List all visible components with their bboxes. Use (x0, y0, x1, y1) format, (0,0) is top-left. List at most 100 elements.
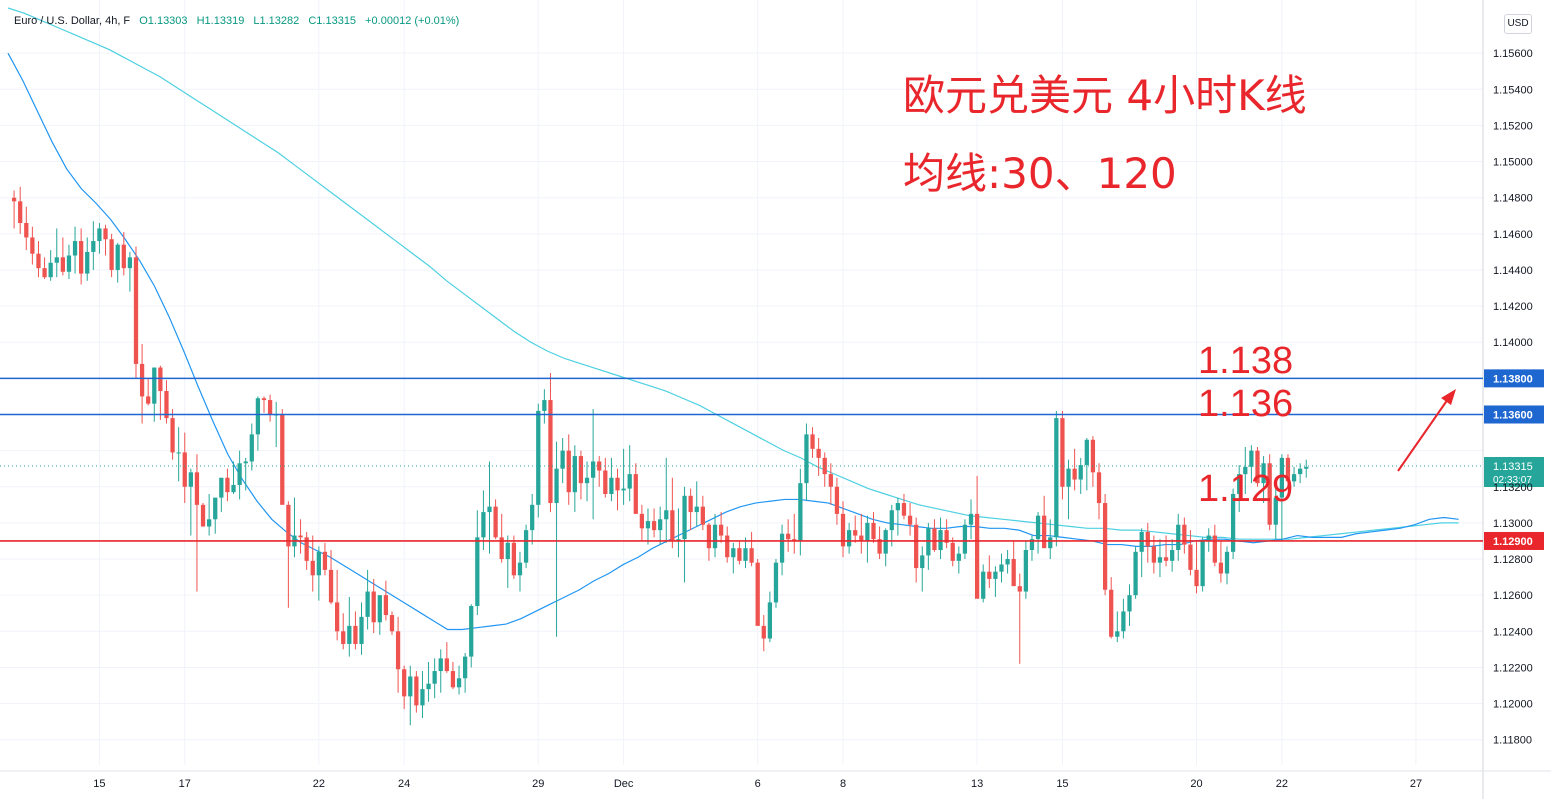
candle-body (511, 542, 517, 576)
candle-body (298, 535, 303, 538)
candle-body (444, 658, 449, 672)
candle-body (42, 268, 47, 278)
candle-body (615, 477, 620, 491)
candle-body (36, 253, 41, 269)
candle-body (682, 495, 687, 540)
candle-body (54, 257, 59, 263)
candle-body (779, 533, 785, 563)
candle-body (846, 530, 852, 547)
candle-body (322, 551, 328, 570)
candle-body (1157, 557, 1163, 563)
candle-body (1188, 544, 1193, 570)
candle-body (987, 571, 992, 579)
annotation-level-1136: 1.136 (1198, 383, 1294, 425)
level-price-label: 1.13800 (1493, 373, 1533, 385)
candle-body (1182, 524, 1187, 545)
candle-body (633, 474, 638, 514)
y-tick-label: 1.15200 (1493, 120, 1533, 132)
y-tick-label: 1.15600 (1493, 48, 1533, 60)
candle-body (48, 262, 53, 278)
countdown-label: 02:33:07 (1493, 475, 1532, 486)
x-tick-label: 17 (179, 778, 191, 790)
candle-body (859, 535, 864, 541)
y-tick-label: 1.12200 (1493, 662, 1533, 674)
candle-body (743, 548, 748, 561)
candle-body (639, 513, 645, 529)
candle-body (761, 625, 766, 639)
candle-body (1096, 472, 1102, 504)
candle-body (828, 474, 833, 487)
candle-body (944, 530, 949, 543)
candle-body (578, 456, 584, 484)
candle-body (597, 461, 602, 471)
candle-body (1090, 439, 1096, 473)
annotation-level-1138: 1.138 (1198, 340, 1294, 382)
candle-body (590, 461, 596, 478)
candle-body (414, 676, 419, 706)
candle-body (651, 521, 657, 531)
candle-body (548, 400, 553, 504)
candle-body (804, 434, 809, 484)
candle-body (146, 396, 151, 404)
candle-body (139, 363, 145, 397)
candle-body (1206, 535, 1211, 541)
candle-body (883, 530, 888, 554)
annotation-level-1129: 1.129 (1198, 468, 1294, 510)
candle-body (1212, 535, 1217, 563)
candle-body (1078, 465, 1083, 480)
candle-body (1139, 531, 1144, 552)
candle-body (133, 257, 139, 364)
candle-body (1273, 497, 1278, 525)
candle-body (517, 562, 523, 576)
candle-body (420, 689, 425, 706)
x-tick-label: 6 (755, 778, 761, 790)
candle-body (456, 678, 462, 688)
candle-body (1133, 551, 1138, 596)
candle-body (554, 468, 559, 504)
candle-body (389, 615, 395, 632)
last-price-tag (1484, 456, 1544, 487)
candle-body (1005, 559, 1010, 565)
chart-legend: Euro / U.S. Dollar, 4h, F O1.13303 H1.13… (14, 15, 459, 27)
candle-body (1230, 493, 1236, 552)
candle-body (1200, 540, 1205, 587)
candle-body (968, 513, 974, 525)
legend-low: L1.13282 (253, 15, 300, 27)
currency-button[interactable]: USD (1504, 14, 1532, 34)
y-tick-label: 1.11800 (1493, 735, 1532, 747)
candle-body (865, 522, 870, 541)
x-tick-label: 22 (313, 778, 325, 790)
candle-body (1243, 466, 1248, 475)
y-tick-label: 1.12000 (1493, 699, 1533, 711)
candle-body (408, 676, 413, 697)
annotation-arrow (1397, 398, 1449, 472)
x-tick-label: 27 (1410, 778, 1422, 790)
candle-body (182, 452, 187, 487)
candle-body (237, 463, 242, 485)
legend-change: +0.00012 (+0.01%) (365, 15, 460, 27)
candle-body (1048, 537, 1053, 549)
candle-body (1084, 439, 1089, 466)
y-tick-label: 1.14600 (1493, 229, 1533, 241)
candle-body (85, 251, 90, 274)
candle-body (621, 488, 626, 491)
level-price-label: 1.12900 (1493, 536, 1533, 548)
candle-body (353, 625, 358, 644)
annotation-title: 欧元兑美元 4小时K线 (903, 71, 1307, 120)
candle-body (731, 548, 736, 558)
x-tick-label: 8 (840, 778, 846, 790)
candle-body (627, 474, 632, 489)
y-tick-label: 1.12800 (1493, 554, 1533, 566)
candle-body (371, 591, 376, 623)
candle-body (767, 602, 773, 639)
y-tick-label: 1.15400 (1493, 84, 1533, 96)
candle-body (786, 533, 791, 540)
candle-body (267, 400, 273, 415)
x-tick-label: 24 (398, 778, 410, 790)
candle-body (365, 591, 370, 617)
y-tick-label: 1.12400 (1493, 626, 1533, 638)
candle-body (670, 510, 675, 541)
candle-body (749, 548, 754, 563)
candle-body (1115, 631, 1120, 637)
